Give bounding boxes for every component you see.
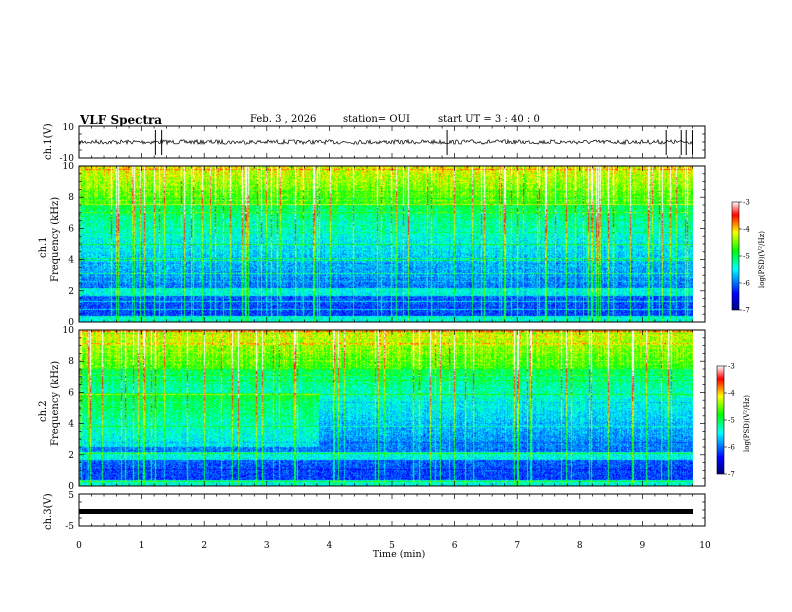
axis-ticks [78, 125, 706, 527]
ch1-colorbar-label: log(PSD)(V²/Hz) [758, 231, 766, 288]
ch2-spectrogram-image [79, 330, 693, 486]
y-tick-label: 0 [68, 482, 74, 492]
ch1-colorbar-ticks: -3 -4 -5 -6 -7 [739, 199, 750, 315]
ch2-colorbar-gradient [716, 365, 725, 475]
colorbar-tick-label: -6 [743, 280, 750, 288]
y-tick-label: 5 [68, 491, 74, 501]
colorbar-tick-label: -6 [728, 444, 735, 452]
colorbar-tick-label: -4 [728, 390, 735, 398]
ch1-waveform-spikes [154, 130, 693, 155]
x-tick-label: 5 [389, 541, 395, 551]
x-tick-label: 4 [327, 541, 333, 551]
ch3-waveform-trace [79, 509, 693, 514]
figure-title: VLF Spectra [80, 113, 163, 127]
y-tick-label: 0 [68, 318, 74, 328]
y-tick-label: 10 [63, 326, 75, 336]
colorbar-tick-label: -3 [743, 199, 750, 207]
ch2-colorbar-label: log(PSD)(V²/Hz) [743, 395, 751, 452]
colorbar-tick-label: -5 [743, 253, 750, 261]
y-tick-label: 6 [68, 224, 74, 234]
x-tick-label: 9 [640, 541, 646, 551]
y-tick-label: 8 [68, 193, 74, 203]
date-label: Feb. 3 , 2026 [250, 114, 317, 125]
colorbar-tick-label: -7 [728, 471, 735, 479]
x-tick-label: 7 [514, 541, 520, 551]
x-tick-label: 10 [699, 541, 711, 551]
y-tick-label: 10 [63, 123, 75, 133]
x-tick-label: 2 [201, 541, 207, 551]
y-tick-label: 4 [68, 420, 74, 430]
station-label: station= OUI [343, 114, 410, 125]
colorbar-tick-label: -5 [728, 417, 735, 425]
x-tick-label: 1 [139, 541, 145, 551]
colorbar-tick-label: -7 [743, 307, 750, 315]
x-tick-label: 6 [452, 541, 458, 551]
y-tick-label: 6 [68, 388, 74, 398]
ch1-colorbar-gradient [731, 201, 740, 311]
y-tick-label: 2 [68, 451, 74, 461]
x-tick-label: 8 [577, 541, 583, 551]
y-tick-label: -10 [60, 154, 75, 164]
x-tick-label: 0 [76, 541, 82, 551]
y-tick-label: 4 [68, 256, 74, 266]
ch2-colorbar: -3 -4 -5 -6 -7 log(PSD)(V²/Hz) [716, 363, 751, 479]
x-axis-label: Time (min) [373, 549, 426, 560]
ch1-spectrogram-image [79, 166, 693, 322]
y-tick-label: 8 [68, 357, 74, 367]
ch1-waveform-trace [78, 138, 694, 146]
ch2-colorbar-ticks: -3 -4 -5 -6 -7 [724, 363, 735, 479]
y-tick-label: 2 [68, 287, 74, 297]
y-tick-label: -5 [65, 522, 74, 532]
x-tick-label: 3 [264, 541, 270, 551]
colorbar-tick-label: -4 [743, 226, 750, 234]
start-time-label: start UT = 3 : 40 : 0 [438, 114, 540, 125]
ch1-colorbar: -3 -4 -5 -6 -7 log(PSD)(V²/Hz) [731, 199, 766, 315]
y-tick-label: 10 [63, 162, 75, 172]
colorbar-tick-label: -3 [728, 363, 735, 371]
